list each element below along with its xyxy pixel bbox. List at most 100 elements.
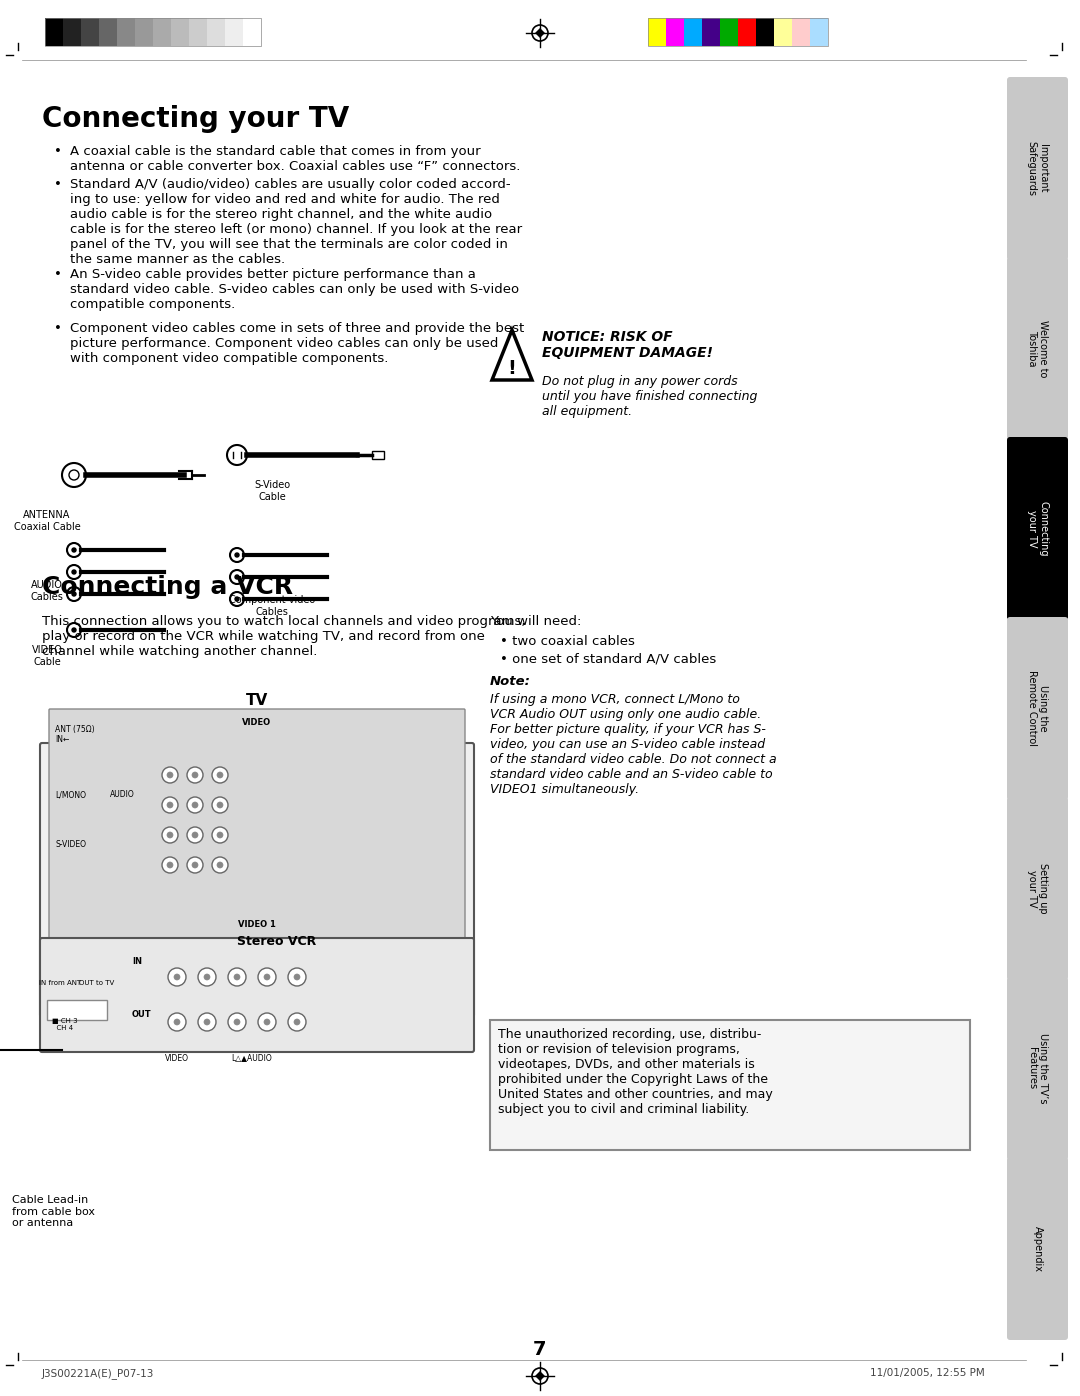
Circle shape [162, 766, 178, 783]
Bar [702, 18, 720, 46]
Circle shape [258, 1013, 276, 1032]
Circle shape [288, 1013, 306, 1032]
Circle shape [294, 1019, 300, 1025]
Circle shape [230, 570, 244, 584]
Text: S-Video
Cable: S-Video Cable [254, 480, 291, 501]
Circle shape [168, 1013, 186, 1032]
Text: Using the
Remote Control: Using the Remote Control [1027, 670, 1049, 747]
Circle shape [168, 967, 186, 986]
Circle shape [187, 797, 203, 812]
Circle shape [235, 597, 239, 602]
Bar [792, 18, 810, 46]
Text: ANTENNA
Coaxial Cable: ANTENNA Coaxial Cable [14, 510, 80, 532]
FancyBboxPatch shape [1007, 617, 1068, 800]
Text: VIDEO
Cable: VIDEO Cable [31, 645, 63, 667]
Bar [684, 18, 702, 46]
Circle shape [217, 772, 222, 778]
Circle shape [174, 1019, 180, 1025]
Circle shape [228, 1013, 246, 1032]
Circle shape [67, 565, 81, 579]
Circle shape [234, 974, 240, 980]
Bar [648, 18, 828, 46]
Circle shape [212, 857, 228, 872]
Circle shape [72, 549, 76, 551]
Text: An S-video cable provides better picture performance than a
standard video cable: An S-video cable provides better picture… [70, 268, 519, 311]
Circle shape [212, 797, 228, 812]
Text: J3S00221A(E)_P07-13: J3S00221A(E)_P07-13 [42, 1368, 154, 1379]
Text: Connecting your TV: Connecting your TV [42, 105, 349, 133]
Polygon shape [492, 329, 532, 380]
Text: OUT: OUT [132, 1009, 151, 1019]
Circle shape [162, 826, 178, 843]
Bar [117, 18, 135, 46]
Circle shape [67, 623, 81, 637]
FancyBboxPatch shape [40, 743, 474, 1018]
Text: 11/01/2005, 12:55 PM: 11/01/2005, 12:55 PM [870, 1368, 985, 1378]
Text: The unauthorized recording, use, distribu-
tion or revision of television progra: The unauthorized recording, use, distrib… [498, 1027, 773, 1115]
Text: •: • [54, 268, 62, 281]
Text: Important
Safeguards: Important Safeguards [1027, 141, 1049, 195]
Bar [99, 18, 117, 46]
Text: ANT (75Ω)
IN←: ANT (75Ω) IN← [55, 725, 95, 744]
Bar [756, 18, 774, 46]
Bar [490, 1020, 970, 1150]
Bar [738, 18, 756, 46]
Bar [372, 451, 384, 459]
Circle shape [72, 570, 76, 574]
Circle shape [174, 974, 180, 980]
Bar [720, 18, 738, 46]
Circle shape [234, 1019, 240, 1025]
Circle shape [532, 25, 548, 40]
Bar [810, 18, 828, 46]
Circle shape [204, 974, 210, 980]
Text: Do not plug in any power cords
until you have finished connecting
all equipment.: Do not plug in any power cords until you… [542, 376, 757, 417]
Bar [171, 18, 189, 46]
FancyBboxPatch shape [49, 709, 465, 941]
Circle shape [62, 463, 86, 487]
Circle shape [288, 967, 306, 986]
Bar [666, 18, 684, 46]
Circle shape [192, 861, 198, 868]
Bar [243, 18, 261, 46]
Text: AUDIO: AUDIO [110, 790, 135, 799]
Circle shape [72, 592, 76, 596]
Circle shape [69, 470, 79, 480]
Circle shape [258, 967, 276, 986]
Circle shape [217, 832, 222, 838]
Circle shape [187, 766, 203, 783]
Text: 7: 7 [534, 1340, 546, 1358]
Text: ■ CH 3
  CH 4: ■ CH 3 CH 4 [52, 1018, 78, 1032]
Circle shape [212, 826, 228, 843]
Circle shape [264, 974, 270, 980]
Circle shape [264, 1019, 270, 1025]
Text: OUT to TV: OUT to TV [79, 980, 114, 986]
Text: IN from ANT: IN from ANT [39, 980, 81, 986]
Circle shape [235, 575, 239, 579]
Text: Using the TV’s
Features: Using the TV’s Features [1027, 1033, 1049, 1104]
FancyBboxPatch shape [40, 938, 474, 1053]
Circle shape [167, 801, 173, 808]
Bar [45, 18, 63, 46]
Text: • one set of standard A/V cables: • one set of standard A/V cables [500, 653, 716, 666]
Text: IN: IN [132, 958, 141, 966]
Text: Component video
Cables: Component video Cables [229, 595, 315, 617]
Bar [63, 18, 81, 46]
Circle shape [187, 826, 203, 843]
Text: •: • [54, 322, 62, 335]
Text: Connecting
your TV: Connecting your TV [1027, 501, 1049, 556]
Bar [153, 18, 171, 46]
Bar [774, 18, 792, 46]
Circle shape [198, 967, 216, 986]
Text: L/MONO: L/MONO [55, 790, 86, 799]
FancyBboxPatch shape [1007, 1157, 1068, 1340]
Circle shape [198, 1013, 216, 1032]
Text: 7: 7 [537, 1368, 543, 1378]
Text: L△▲AUDIO: L△▲AUDIO [231, 1054, 272, 1062]
Circle shape [167, 772, 173, 778]
Circle shape [167, 832, 173, 838]
Circle shape [162, 797, 178, 812]
Bar [207, 18, 225, 46]
Text: Welcome to
Toshiba: Welcome to Toshiba [1027, 320, 1049, 377]
Circle shape [228, 967, 246, 986]
Bar [81, 18, 99, 46]
